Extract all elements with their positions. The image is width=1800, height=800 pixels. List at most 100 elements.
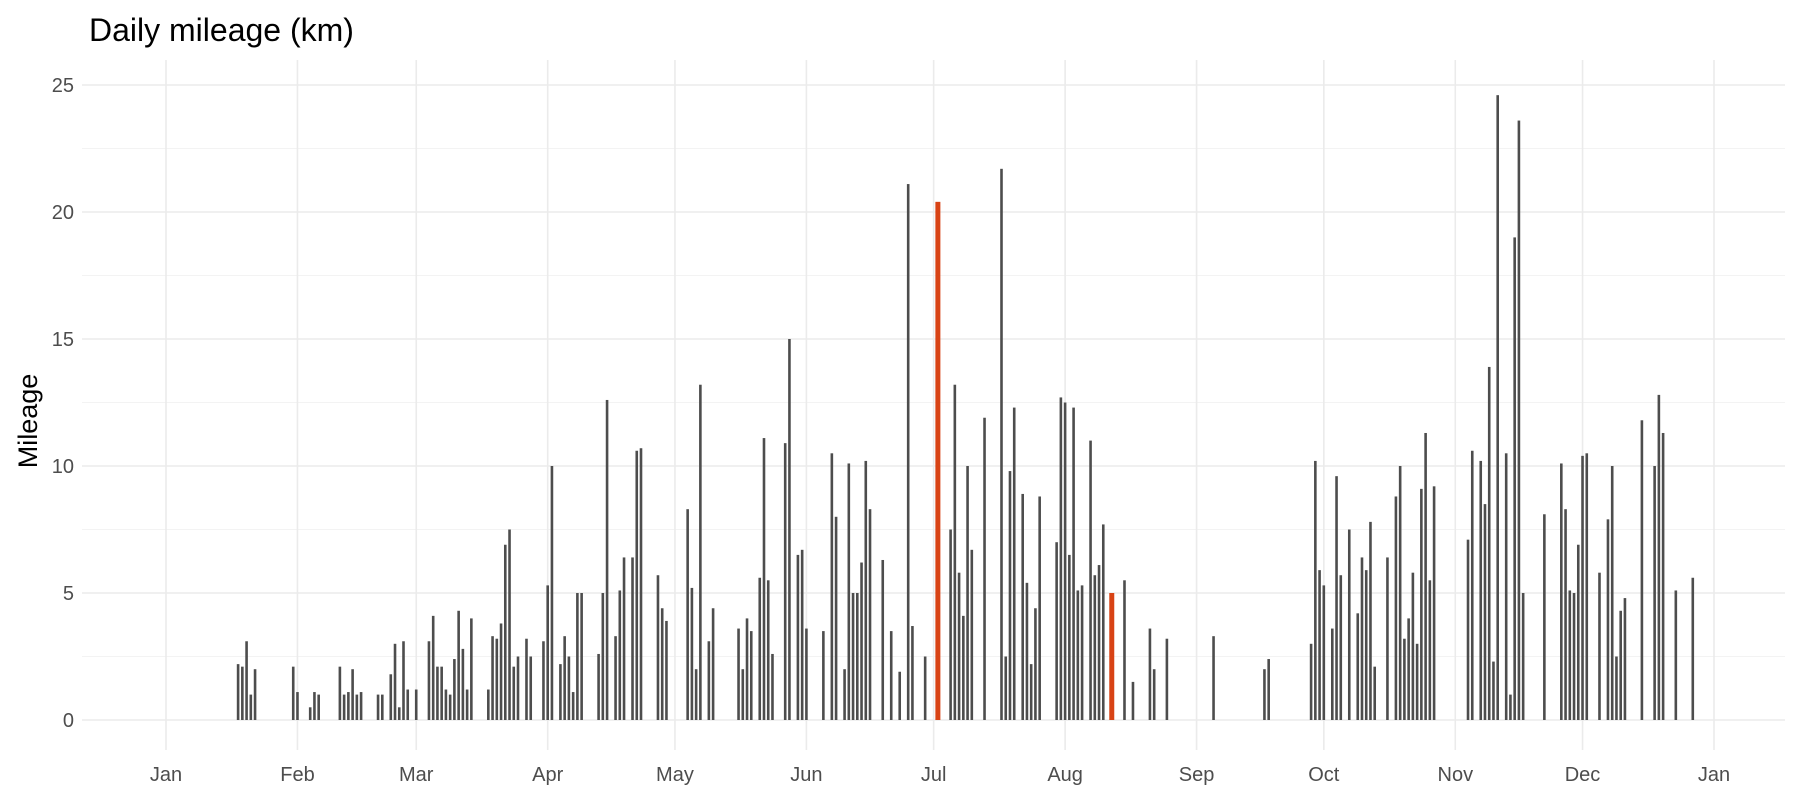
bar [970,549,974,720]
bar [1615,656,1618,720]
bar [1055,542,1058,720]
bar [313,692,316,720]
bar [749,631,753,720]
bar [745,618,749,720]
bar [351,669,354,720]
bar [453,659,456,720]
bar [1152,669,1156,720]
bar [1034,608,1037,720]
bar [906,184,910,720]
bar [1403,638,1406,720]
bar [1331,628,1334,720]
bar [1564,509,1567,720]
bar [1314,460,1317,720]
bar [1063,402,1067,720]
bar [1267,659,1270,720]
y-tick-label: 0 [63,710,74,732]
bar [868,509,872,720]
bar [911,626,914,720]
bar [440,666,443,720]
bar [601,593,605,720]
bar [762,438,766,720]
x-tick-label: Oct [1308,764,1340,786]
bar [571,692,575,720]
bar [406,689,410,720]
bar [635,450,639,720]
bar [1364,570,1368,720]
bar [567,656,571,720]
bar [1148,628,1152,720]
bar [1466,539,1470,720]
bar [550,466,554,720]
bar [614,636,617,720]
bar [393,643,397,720]
highlight-bar [935,201,941,721]
bar [1585,453,1589,720]
bar [737,628,740,720]
bar [834,516,838,720]
bar [1407,618,1410,720]
bar [1012,407,1016,720]
bar [1581,455,1584,720]
bar [605,399,609,720]
bar [1318,570,1321,720]
bar [1483,504,1487,720]
bar [1089,440,1092,720]
bar [1076,590,1080,720]
bar [1038,496,1041,720]
y-axis-label: Mileage [13,374,43,469]
bar [465,689,469,720]
y-tick-label: 20 [52,202,74,224]
bar [597,653,600,720]
bar [686,509,689,720]
bar [436,666,439,720]
bar [338,666,342,720]
x-tick-label: Apr [532,764,563,786]
bar [1068,554,1071,720]
bar [457,610,460,720]
bar [660,608,664,720]
bar [889,631,893,720]
bar [962,615,965,720]
y-tick-label: 15 [52,329,74,351]
bar [1521,593,1525,720]
x-tick-label: Dec [1565,764,1601,786]
bar [355,694,359,720]
bar [631,557,634,720]
bar [966,466,969,720]
bar [1415,643,1419,720]
bar [1000,168,1003,720]
x-tick-label: Jun [790,764,822,786]
bar [639,448,643,720]
bar [512,666,516,720]
bar [495,638,499,720]
bar [1369,521,1372,720]
bar [241,666,244,720]
bar [359,692,363,720]
bar [766,580,770,720]
bar [291,666,295,720]
bar [856,593,859,720]
bar [711,608,715,720]
x-tick-label: Feb [280,764,314,786]
bar [1513,237,1516,720]
bar [796,554,800,720]
bar [1131,681,1135,720]
bar [516,656,520,720]
bar [1653,466,1656,720]
bar [1610,466,1614,720]
x-tick-label: Jul [921,764,947,786]
bar [342,694,346,720]
bar [1356,613,1360,720]
bar [529,656,533,720]
bar [1123,580,1126,720]
bar [508,529,511,720]
bar [317,694,320,720]
bar [805,628,808,720]
bar [461,648,465,720]
bar [559,664,562,720]
bar [444,689,448,720]
bar [1322,585,1326,720]
bar [758,577,762,720]
bar [491,636,494,720]
